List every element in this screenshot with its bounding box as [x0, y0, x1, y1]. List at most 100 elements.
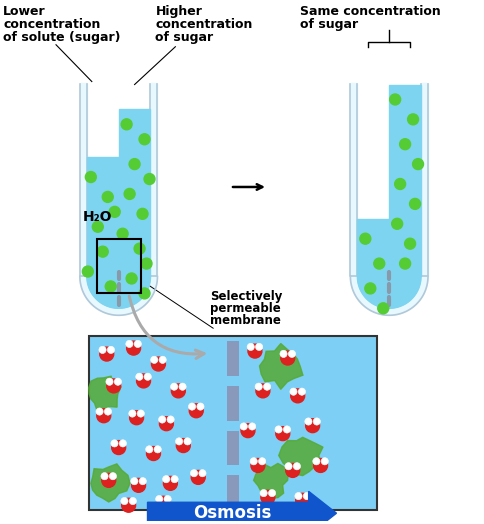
Circle shape	[409, 199, 421, 210]
Circle shape	[305, 418, 312, 425]
Circle shape	[256, 343, 263, 351]
Bar	[227, 475, 239, 505]
Circle shape	[129, 497, 136, 505]
Text: Selectively: Selectively	[210, 290, 283, 303]
Polygon shape	[357, 277, 421, 308]
Text: Lower: Lower	[3, 5, 46, 18]
Polygon shape	[91, 464, 130, 502]
Circle shape	[176, 439, 190, 453]
Circle shape	[137, 209, 148, 220]
Circle shape	[321, 457, 328, 465]
Circle shape	[102, 473, 116, 487]
Text: of sugar: of sugar	[300, 18, 358, 31]
Circle shape	[255, 383, 262, 390]
Circle shape	[286, 463, 300, 477]
Circle shape	[240, 423, 247, 430]
Circle shape	[126, 273, 137, 284]
Polygon shape	[80, 83, 87, 277]
Circle shape	[139, 477, 146, 485]
Circle shape	[189, 404, 203, 418]
Circle shape	[82, 266, 93, 277]
Bar	[227, 431, 239, 465]
Circle shape	[136, 374, 151, 388]
Circle shape	[109, 473, 117, 480]
Circle shape	[147, 446, 160, 461]
Circle shape	[261, 490, 275, 504]
Circle shape	[102, 191, 113, 202]
Circle shape	[105, 408, 111, 415]
Circle shape	[114, 378, 121, 385]
Circle shape	[124, 189, 135, 200]
Circle shape	[134, 243, 145, 254]
Circle shape	[101, 473, 108, 480]
Text: membrane: membrane	[210, 314, 281, 328]
Circle shape	[298, 388, 305, 395]
Circle shape	[365, 283, 376, 294]
Text: Osmosis: Osmosis	[193, 504, 271, 522]
Circle shape	[251, 458, 265, 473]
Circle shape	[269, 489, 276, 497]
Circle shape	[167, 416, 174, 423]
Circle shape	[392, 219, 403, 230]
Circle shape	[107, 346, 115, 354]
Bar	[89, 336, 377, 510]
Polygon shape	[80, 277, 157, 315]
Polygon shape	[87, 157, 119, 277]
Polygon shape	[87, 277, 151, 308]
Circle shape	[176, 438, 183, 445]
Circle shape	[85, 171, 96, 182]
Text: H₂O: H₂O	[83, 210, 112, 224]
Circle shape	[117, 228, 128, 239]
Circle shape	[394, 179, 406, 190]
Circle shape	[374, 258, 385, 269]
Circle shape	[97, 246, 108, 257]
Circle shape	[288, 350, 296, 357]
Polygon shape	[89, 376, 121, 410]
Circle shape	[281, 351, 295, 365]
Circle shape	[283, 426, 290, 433]
Text: of sugar: of sugar	[155, 31, 213, 44]
Circle shape	[378, 303, 389, 314]
Circle shape	[132, 478, 146, 493]
Polygon shape	[119, 110, 151, 277]
Polygon shape	[421, 83, 428, 277]
Circle shape	[260, 489, 267, 497]
Circle shape	[159, 417, 173, 431]
Circle shape	[164, 496, 171, 503]
Circle shape	[92, 221, 103, 232]
Circle shape	[400, 139, 410, 150]
Circle shape	[131, 477, 138, 485]
Polygon shape	[151, 83, 157, 277]
Circle shape	[151, 357, 166, 371]
Text: permeable: permeable	[210, 302, 281, 315]
Circle shape	[256, 384, 270, 398]
Circle shape	[106, 378, 113, 385]
Circle shape	[109, 206, 120, 217]
Circle shape	[121, 498, 136, 512]
Circle shape	[390, 94, 401, 105]
Circle shape	[121, 119, 132, 130]
Circle shape	[151, 356, 158, 364]
Circle shape	[156, 496, 163, 503]
Circle shape	[296, 493, 310, 507]
Circle shape	[146, 446, 153, 453]
Text: Higher: Higher	[155, 5, 202, 18]
Circle shape	[134, 340, 141, 347]
Text: concentration: concentration	[3, 18, 101, 31]
Circle shape	[197, 403, 204, 410]
Circle shape	[170, 383, 178, 390]
Circle shape	[405, 238, 416, 249]
Circle shape	[263, 383, 271, 390]
Circle shape	[96, 408, 103, 415]
Circle shape	[360, 233, 371, 244]
Circle shape	[290, 388, 297, 395]
Circle shape	[248, 423, 256, 430]
Polygon shape	[350, 83, 357, 277]
Circle shape	[159, 416, 166, 423]
Circle shape	[199, 470, 206, 477]
Circle shape	[275, 426, 282, 433]
Circle shape	[306, 419, 319, 433]
Circle shape	[141, 258, 152, 269]
Circle shape	[139, 134, 150, 145]
Circle shape	[291, 389, 304, 403]
